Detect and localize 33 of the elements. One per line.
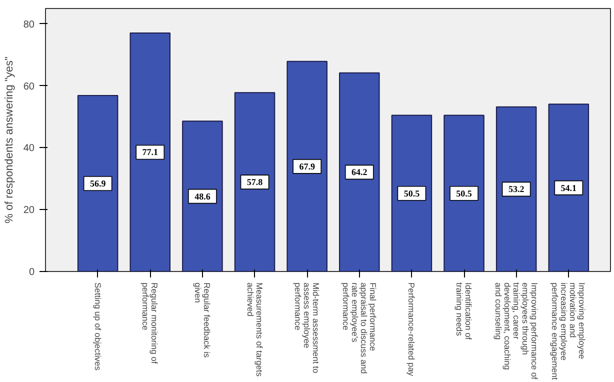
- x-tick-label: Measurements of targets achieved: [245, 282, 264, 377]
- bar: [286, 60, 328, 272]
- data-label: 53.2: [508, 184, 525, 194]
- bar: [182, 120, 223, 272]
- data-label: 67.9: [299, 161, 316, 172]
- bar: [496, 106, 537, 272]
- data-label: 57.8: [246, 177, 264, 188]
- data-label: 50.5: [456, 188, 472, 198]
- x-tick-label: Performance-related pay: [406, 282, 417, 377]
- data-label: 77.1: [142, 147, 159, 158]
- y-tick-label: 0: [28, 267, 35, 278]
- bar: [339, 72, 380, 272]
- x-tick-label: Regular feedback is given: [192, 282, 212, 358]
- data-label: 56.9: [90, 178, 106, 188]
- data-label: 50.5: [404, 188, 420, 198]
- bar: [130, 32, 171, 272]
- x-tick-label: Identification of training needs: [454, 282, 474, 340]
- x-tick-label: Setting up of objectives: [92, 282, 103, 370]
- bar: [391, 114, 432, 272]
- x-tick-label: Regular monitoring of performance: [140, 282, 160, 364]
- y-tick-label: 60: [23, 81, 35, 92]
- bar: [548, 104, 590, 272]
- data-label: 48.6: [194, 191, 211, 202]
- x-tick-label: Mid-term assessment to assess employee performance: [293, 282, 322, 374]
- y-tick-label: 20: [23, 205, 35, 216]
- bar: [77, 94, 118, 272]
- data-label: 64.2: [352, 167, 368, 178]
- y-tick-label: 80: [23, 19, 35, 30]
- y-axis-title: % of respondents answering "yes": [3, 56, 16, 224]
- data-label: 54.1: [560, 182, 578, 193]
- bar: [234, 92, 276, 272]
- bar: [444, 114, 484, 272]
- y-tick-label: 40: [23, 143, 35, 154]
